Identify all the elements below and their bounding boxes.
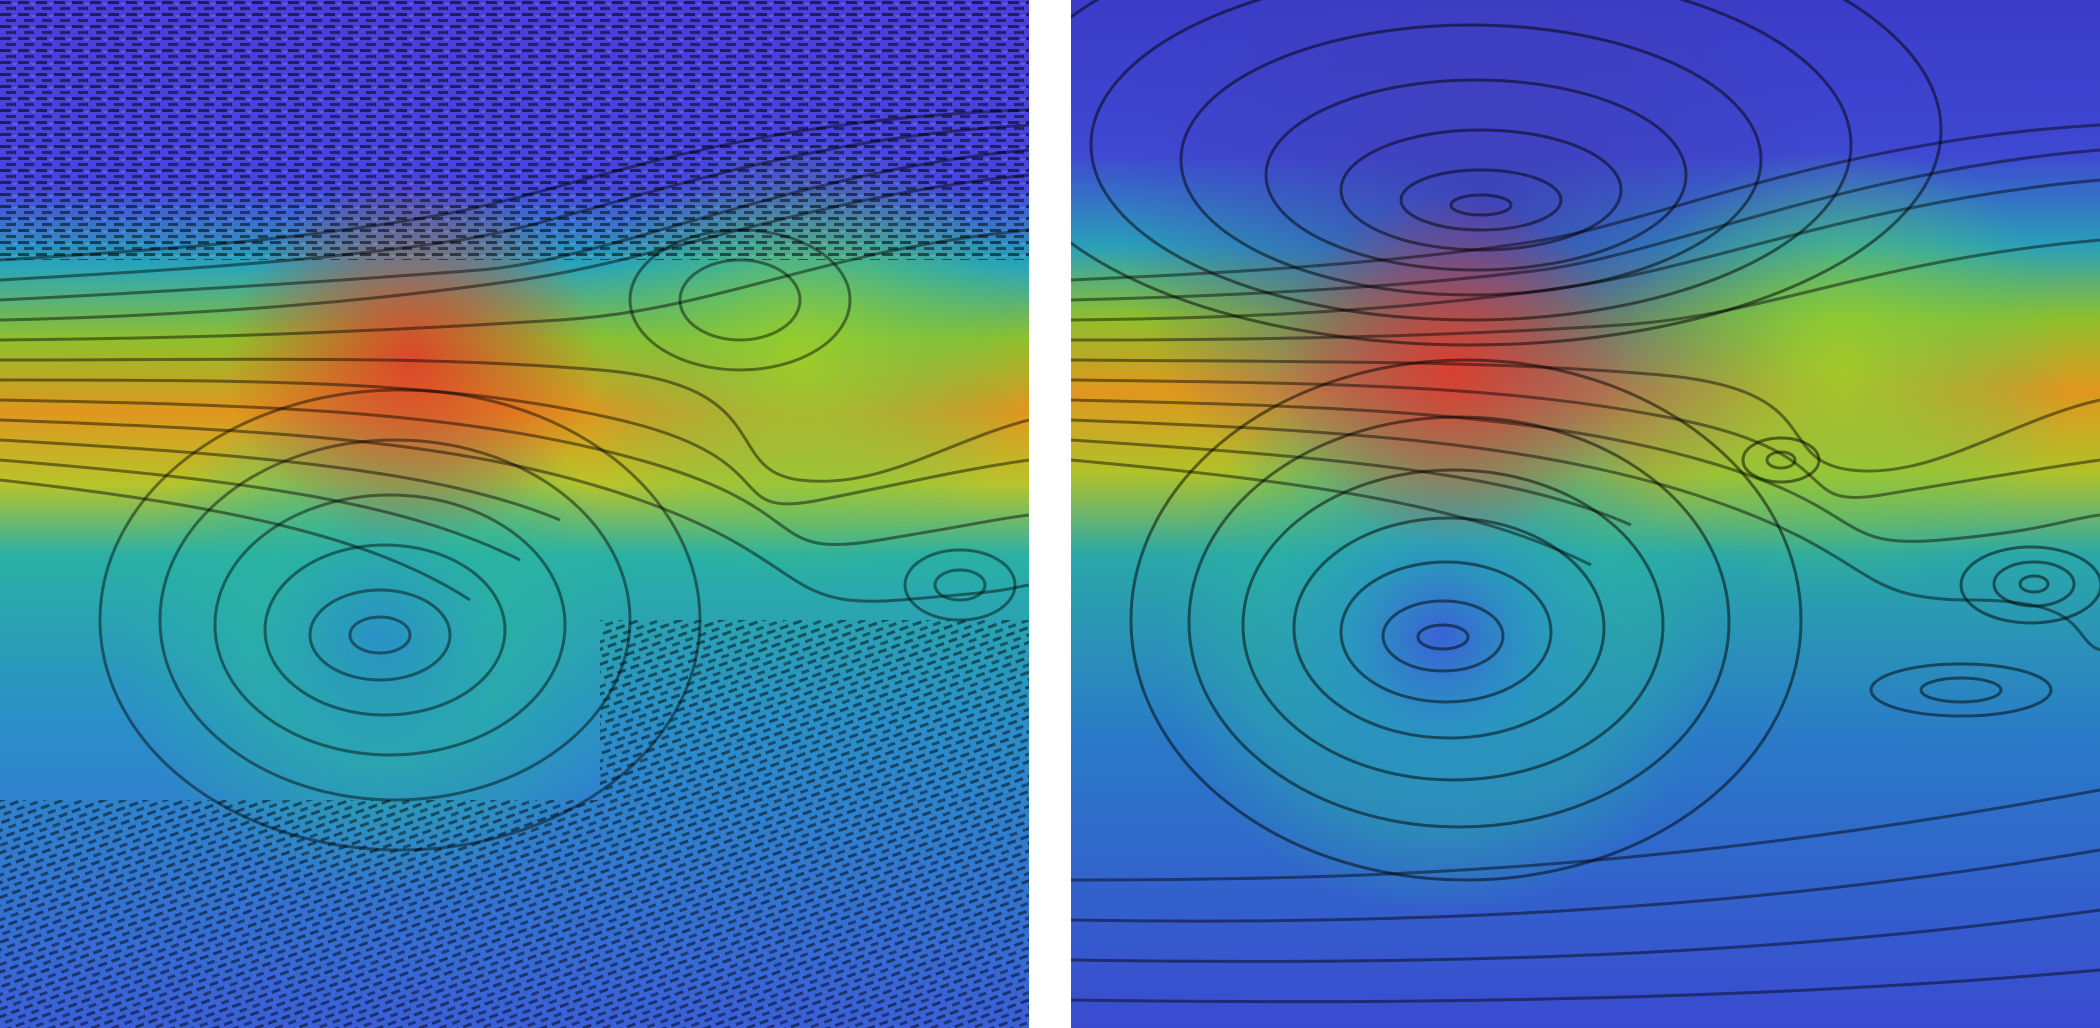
left-panel-noisy-flow xyxy=(0,0,1029,1028)
panel-separator xyxy=(1029,0,1071,1028)
left-flow-image xyxy=(0,0,1029,1028)
right-flow-image xyxy=(1071,0,2100,1028)
right-panel-smooth-flow xyxy=(1071,0,2100,1028)
